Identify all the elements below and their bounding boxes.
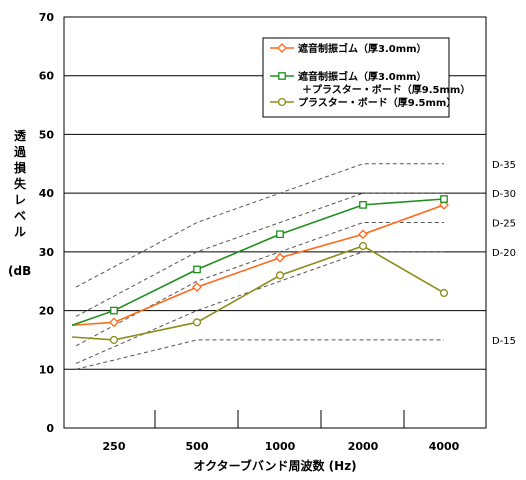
d-curve-D-30 [75,192,444,317]
legend: 遮音制振ゴム（厚3.0mm）遮音制振ゴム（厚3.0mm）＋プラスター・ボード（厚… [262,37,470,118]
y-tick-label-70: 70 [39,11,55,24]
series-1-point-4000 [440,195,448,203]
legend-marker-1 [278,72,286,80]
x-tick-labels: 250 500 1000 2000 4000 [103,440,460,453]
y-axis-title-char: 過 [13,144,27,159]
y-axis-title-char: 失 [14,176,27,191]
series-0-point-2000 [358,229,368,240]
y-tick-label-40: 40 [39,187,55,200]
d-curve-labels: D-35 D-30 D-25 D-20 D-15 [492,160,516,347]
legend-label-2: プラスター・ボード（厚9.5mm） [298,96,456,109]
y-tick-label-30: 30 [39,246,55,259]
y-axis-title-char: ル [14,225,26,239]
d-curve-label-D-35: D-35 [492,160,516,171]
d-curve-label-D-30: D-30 [492,189,516,200]
series-line-2 [71,245,445,341]
series-layer [71,195,449,344]
d-curve-D-35 [75,163,444,288]
legend-label-1: 遮音制振ゴム（厚3.0mm） [298,70,427,83]
series-0-point-500 [192,282,202,293]
y-axis-title-char: 損 [14,160,27,175]
series-1-point-2000 [359,201,367,209]
y-tick-label-60: 60 [39,70,55,83]
x-tick-label-500: 500 [186,440,209,453]
series-2-point-2000 [358,241,368,251]
y-axis-title: 透過損失レベル [13,129,27,239]
d-curve-label-D-20: D-20 [492,248,516,259]
y-tick-label-10: 10 [39,363,55,376]
series-2-point-1000 [275,271,285,280]
y-tick-labels: 0 10 20 30 40 50 60 70 [39,11,55,435]
y-axis-title-char: レ [14,193,26,207]
series-line-0 [71,204,445,327]
x-tick-label-250: 250 [103,440,126,453]
series-2-point-250 [109,335,119,344]
series-1-point-500 [193,265,201,274]
d-curve-D-15 [75,339,444,370]
x-tick-label-4000: 4000 [429,440,460,453]
series-0-point-1000 [275,252,285,263]
series-2-point-4000 [439,288,449,298]
y-tick-label-20: 20 [39,305,55,318]
x-axis-title: オクターブバンド周波数 (Hz) [193,458,356,473]
y-axis-title-char: ベ [14,209,26,223]
d-curves [75,163,444,370]
x-tick-label-1000: 1000 [265,440,296,453]
legend-box [262,37,450,118]
series-1-point-250 [110,306,118,315]
legend-label-0: 遮音制振ゴム（厚3.0mm） [298,42,427,55]
series-2-point-500 [192,318,202,327]
y-tick-label-0: 0 [46,422,54,435]
d-curve-label-D-15: D-15 [492,336,516,347]
series-1-point-1000 [276,230,284,239]
legend-label-1-b: ＋プラスター・ボード（厚9.5mm） [302,83,470,96]
plot-frame [63,16,487,429]
series-0-point-4000 [439,199,449,210]
x-tick-label-2000: 2000 [348,440,379,453]
d-curve-D-20 [75,251,444,364]
d-curve-label-D-25: D-25 [492,219,516,230]
d-curve-D-25 [75,222,444,347]
series-line-1 [71,198,445,327]
y-axis-title-char: 透 [14,129,27,143]
series-0-point-250 [109,317,119,328]
y-tick-label-50: 50 [39,128,55,141]
legend-marker-2 [277,97,287,107]
legend-marker-0 [277,43,287,53]
y-axis-unit: (dB [8,264,31,278]
